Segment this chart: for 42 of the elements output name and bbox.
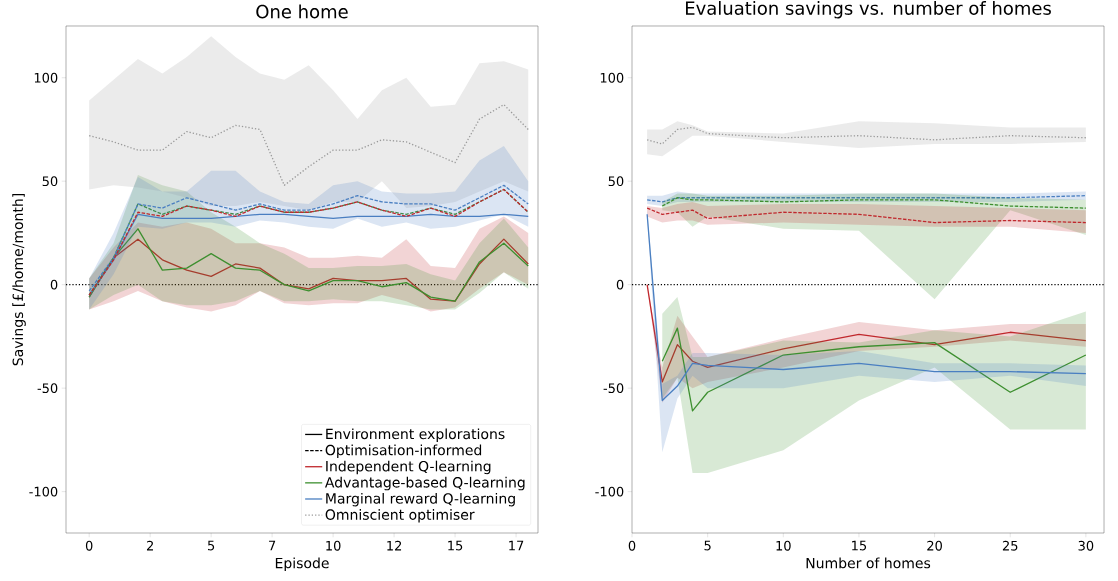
- chart-title: Evaluation savings vs. number of homes: [686, 1, 1051, 19]
- x-tick-label: 15: [852, 540, 867, 551]
- x-tick-label: 17: [509, 540, 524, 551]
- x-tick-label: 0: [85, 540, 93, 551]
- chart-title: One home: [256, 4, 348, 19]
- line-series: [646, 207, 1087, 224]
- line-series: [646, 126, 1087, 145]
- x-tick-label: 5: [704, 540, 711, 551]
- legend-label: Marginal reward Q-learning: [326, 492, 515, 507]
- legend-label: Independent Q-learning: [326, 460, 491, 475]
- line-series: [661, 197, 1087, 209]
- x-tick-label: 5: [208, 540, 215, 551]
- legend-label: Advantage-based Q-learning: [324, 476, 525, 491]
- y-tick-label: 50: [42, 176, 58, 187]
- y-tick-label: -50: [37, 383, 58, 394]
- x-tick-label: 10: [776, 540, 791, 551]
- y-tick-label: 100: [600, 72, 624, 83]
- y-tick-label: -100: [595, 486, 624, 497]
- x-tick-label: 10: [326, 540, 341, 551]
- x-tick-label: 20: [927, 540, 942, 551]
- y-axis-title: Savings [£/home/month]: [12, 193, 26, 366]
- line-series: [646, 213, 1087, 402]
- y-tick-label: 0: [616, 279, 624, 290]
- x-axis-title: Episode: [275, 557, 329, 572]
- x-tick-label: 2: [146, 540, 153, 551]
- y-tick-label: -50: [603, 383, 624, 394]
- x-tick-label: 30: [1078, 540, 1094, 551]
- line-series: [646, 284, 1087, 383]
- x-axis-title: Number of homes: [806, 557, 931, 569]
- y-tick-label: 50: [608, 176, 624, 187]
- legend-label: Environment explorations: [326, 428, 505, 442]
- x-tick-label: 12: [387, 540, 402, 551]
- x-tick-label: 25: [1002, 540, 1018, 551]
- legend-label: Omniscient optimiser: [325, 509, 475, 523]
- x-tick-label: 0: [628, 540, 636, 551]
- x-tick-label: 15: [448, 540, 463, 551]
- x-tick-label: 7: [269, 540, 276, 551]
- y-tick-label: 0: [50, 279, 58, 290]
- line-series: [661, 327, 1087, 412]
- y-tick-label: 100: [34, 72, 58, 83]
- legend-label: Optimisation-informed: [325, 444, 482, 459]
- y-tick-label: -100: [29, 486, 58, 497]
